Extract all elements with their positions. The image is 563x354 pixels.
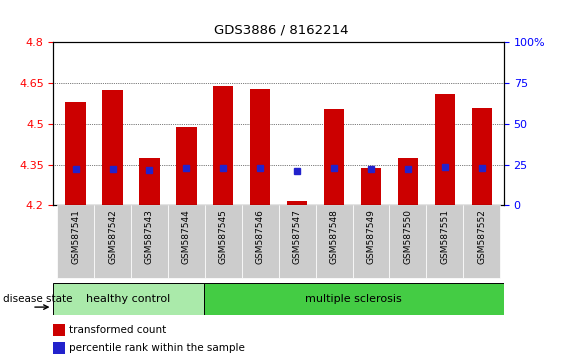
Bar: [204, 283, 504, 315]
Bar: [287, 201, 307, 205]
Bar: [279, 205, 316, 278]
Bar: [324, 109, 344, 205]
Text: transformed count: transformed count: [69, 325, 167, 335]
Bar: [65, 102, 86, 205]
Bar: [94, 205, 131, 278]
Bar: [139, 158, 160, 205]
Bar: [397, 158, 418, 205]
Bar: [168, 205, 205, 278]
Bar: [102, 90, 123, 205]
Text: GSM587544: GSM587544: [182, 209, 191, 264]
Bar: [435, 94, 455, 205]
Text: GSM587541: GSM587541: [71, 209, 80, 264]
Bar: [176, 127, 196, 205]
Bar: [131, 205, 168, 278]
Text: multiple sclerosis: multiple sclerosis: [305, 294, 402, 304]
Bar: [53, 283, 204, 315]
Text: GSM587549: GSM587549: [367, 209, 376, 264]
Text: GSM587543: GSM587543: [145, 209, 154, 264]
Bar: [53, 342, 65, 354]
Text: GSM587550: GSM587550: [404, 209, 413, 264]
Text: GSM587545: GSM587545: [219, 209, 228, 264]
Text: disease state: disease state: [3, 294, 72, 304]
Bar: [352, 205, 390, 278]
Text: GDS3886 / 8162214: GDS3886 / 8162214: [215, 23, 348, 36]
Bar: [361, 168, 381, 205]
Text: GSM587542: GSM587542: [108, 209, 117, 264]
Bar: [463, 205, 500, 278]
Bar: [316, 205, 352, 278]
Text: GSM587546: GSM587546: [256, 209, 265, 264]
Bar: [426, 205, 463, 278]
Bar: [250, 89, 270, 205]
Bar: [242, 205, 279, 278]
Bar: [57, 205, 94, 278]
Text: healthy control: healthy control: [87, 294, 171, 304]
Bar: [53, 324, 65, 336]
Bar: [213, 86, 234, 205]
Bar: [472, 108, 492, 205]
Text: GSM587552: GSM587552: [477, 209, 486, 264]
Bar: [205, 205, 242, 278]
Bar: [390, 205, 426, 278]
Text: GSM587547: GSM587547: [293, 209, 302, 264]
Text: GSM587548: GSM587548: [329, 209, 338, 264]
Text: percentile rank within the sample: percentile rank within the sample: [69, 343, 245, 353]
Text: GSM587551: GSM587551: [440, 209, 449, 264]
